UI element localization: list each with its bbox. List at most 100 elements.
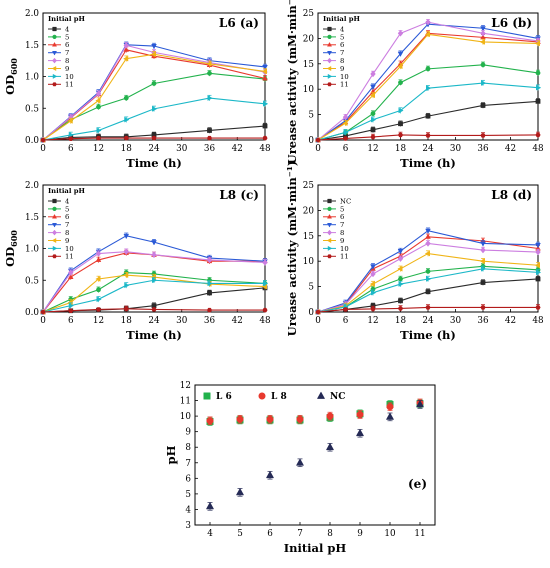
data-point [480, 133, 486, 138]
legend-label-11: 11 [65, 253, 74, 261]
data-point [356, 429, 364, 437]
x-tick-label: 0 [315, 316, 321, 326]
data-point [262, 307, 268, 313]
data-point [151, 44, 157, 49]
y-tick-label: 25 [303, 9, 314, 19]
legend-label-7: 7 [340, 49, 344, 57]
legend-marker-8 [327, 229, 332, 236]
data-point [398, 80, 403, 85]
y-tick-label: 1.5 [25, 41, 39, 51]
x-tick-label: 42 [232, 144, 243, 154]
data-point [425, 133, 431, 138]
x-tick-label: 48 [259, 144, 270, 154]
legend-marker-7 [327, 222, 332, 228]
x-tick-label: 36 [204, 316, 216, 326]
data-point [370, 264, 376, 270]
x-tick-label: 48 [532, 144, 543, 154]
data-point [425, 233, 431, 239]
data-point [370, 70, 376, 77]
legend-label-8: 8 [340, 57, 344, 65]
y-tick-label: 0 [308, 136, 314, 146]
data-point [236, 415, 244, 423]
x-tick-label: 42 [232, 316, 243, 326]
y-tick-label: 8 [185, 443, 191, 453]
plot-frame [194, 384, 436, 526]
data-point [296, 458, 304, 466]
data-point [123, 56, 129, 62]
legend-marker-8 [52, 57, 57, 64]
legend-label-7: 7 [65, 221, 69, 229]
data-point [426, 276, 431, 282]
data-point [296, 415, 304, 423]
data-point [397, 63, 403, 69]
legend-label-8: 8 [65, 57, 69, 65]
x-tick-label: 4 [207, 529, 213, 539]
data-point [206, 307, 213, 313]
data-point [535, 276, 541, 282]
series-10 [41, 277, 268, 315]
series-9 [40, 51, 267, 143]
data-point [123, 95, 129, 101]
x-tick-label: 24 [148, 316, 160, 326]
data-point [95, 90, 102, 97]
legend-marker-8 [52, 229, 57, 236]
data-point [315, 137, 321, 143]
data-point [67, 118, 73, 124]
data-point [207, 128, 212, 133]
legend-label-6: 6 [340, 213, 344, 221]
legend-label-5: 5 [65, 205, 69, 213]
data-point [371, 290, 376, 296]
legend-label-nc: NC [340, 197, 351, 205]
data-point [207, 290, 212, 296]
legend-marker-9 [52, 66, 57, 71]
y-tick-label: 1.0 [25, 73, 39, 83]
series-nc [206, 400, 424, 511]
data-point [68, 132, 74, 138]
data-point [480, 258, 485, 264]
data-point [356, 411, 364, 419]
data-point [206, 135, 213, 141]
data-point [480, 30, 486, 37]
y-tick-label: 0 [308, 308, 314, 318]
x-axis-title: Time (h) [126, 156, 182, 170]
data-point [266, 471, 274, 479]
x-tick-label: 18 [121, 316, 132, 326]
data-point [480, 26, 486, 32]
data-point [535, 132, 541, 138]
x-tick-label: 30 [450, 144, 462, 154]
data-point [370, 84, 376, 90]
data-point [425, 305, 431, 310]
legend-label-5: 5 [340, 205, 344, 213]
data-point [326, 443, 334, 451]
y-tick-label: 10 [303, 257, 315, 267]
data-point [151, 81, 157, 86]
y-axis-title: Urease activity (mM·min⁻¹) [285, 0, 299, 164]
legend-title: Initial pH [323, 15, 361, 23]
x-tick-label: 36 [477, 316, 489, 326]
data-point [262, 64, 268, 70]
legend-label-4: 4 [65, 25, 69, 33]
data-point [370, 127, 376, 133]
data-point [207, 280, 213, 287]
data-point [397, 51, 404, 57]
panel-d: 0 6 12 18 24 30 36 42 48 0 5 10 15 20 25 Time (h) Urease… [285, 161, 544, 342]
legend-marker-5 [52, 206, 57, 211]
plot-frame [42, 12, 266, 141]
legend-label-9: 9 [340, 65, 344, 73]
legend-label-4: 4 [340, 25, 344, 33]
series-11 [315, 131, 541, 143]
legend-marker-8 [327, 57, 332, 64]
x-tick-label: 6 [68, 316, 74, 326]
y-tick-label: 9 [185, 428, 191, 438]
panel-e: 4 5 6 7 8 9 10 11 3 4 5 6 7 8 9 10 11 12 Initial pH pH (e) L … [164, 381, 436, 555]
panel-title: L6 (a) [219, 16, 259, 30]
data-point [206, 417, 214, 425]
series-8 [315, 19, 541, 144]
data-point [123, 47, 129, 52]
y-tick-label: 5 [308, 283, 314, 293]
legend-label-11: 11 [340, 81, 349, 89]
legend-label-7: 7 [65, 49, 69, 57]
x-tick-label: 9 [357, 529, 363, 539]
x-tick-label: 48 [532, 316, 543, 326]
data-point [397, 255, 404, 262]
